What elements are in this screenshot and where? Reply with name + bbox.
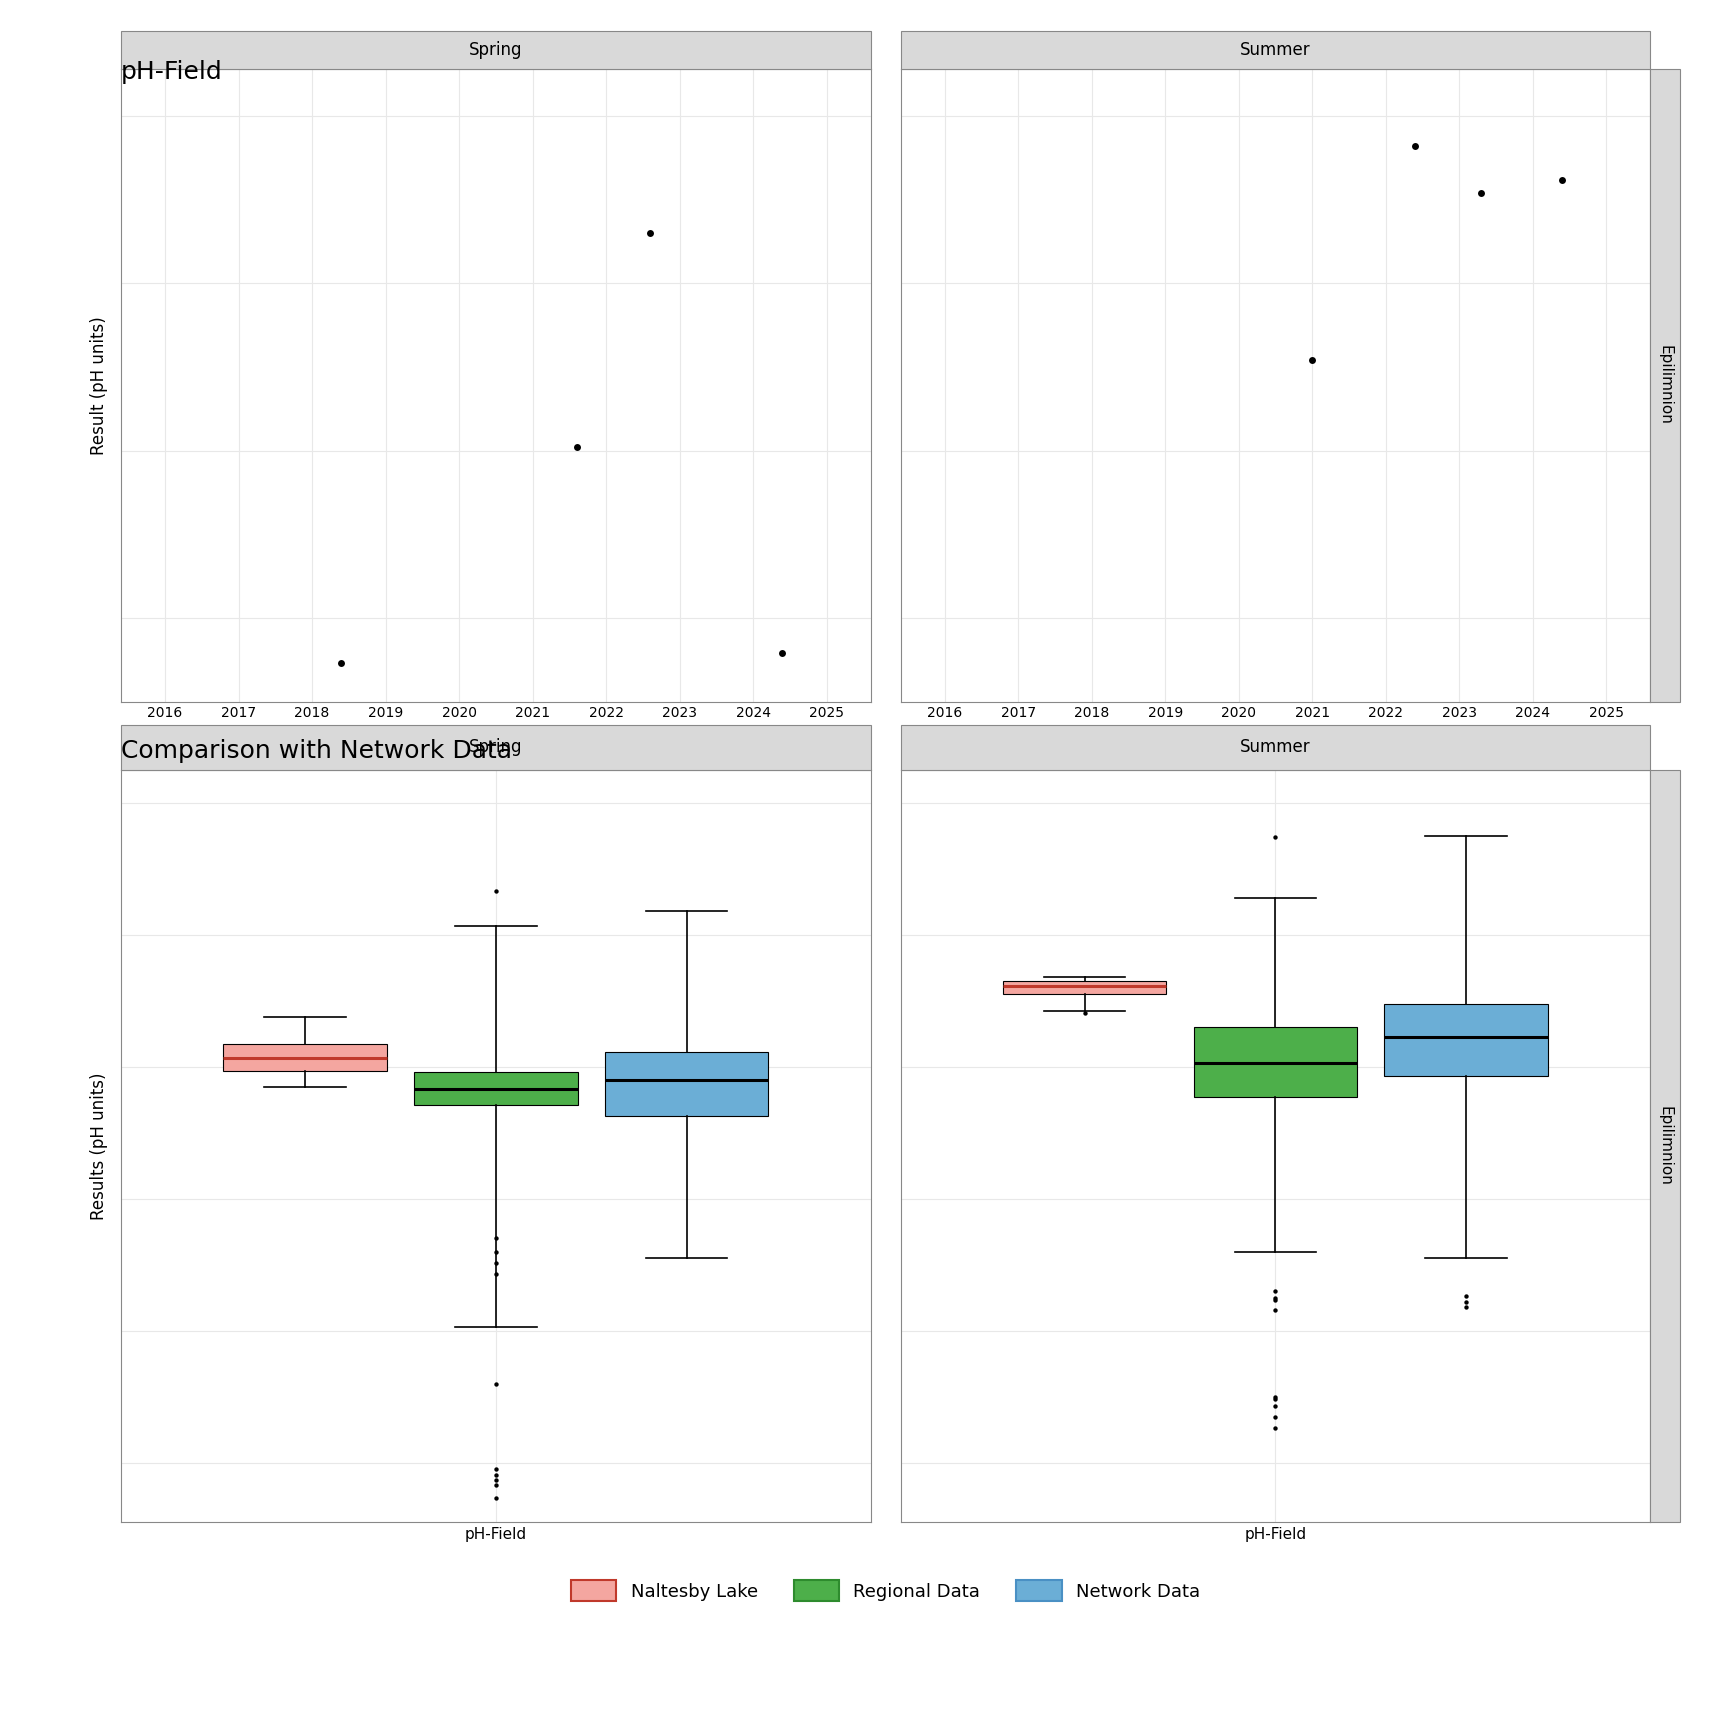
Point bbox=[1261, 1403, 1289, 1431]
Point bbox=[1071, 999, 1099, 1026]
Bar bbox=[121, 724, 871, 771]
Y-axis label: Results (pH units): Results (pH units) bbox=[90, 1073, 107, 1220]
Point bbox=[482, 878, 510, 905]
Point bbox=[563, 434, 591, 461]
Point bbox=[1261, 1415, 1289, 1443]
Text: Summer: Summer bbox=[1241, 41, 1312, 59]
Y-axis label: Result (pH units): Result (pH units) bbox=[90, 316, 107, 454]
Point bbox=[1261, 1277, 1289, 1305]
Text: Spring: Spring bbox=[468, 41, 522, 59]
Point bbox=[482, 1471, 510, 1498]
Point bbox=[1261, 824, 1289, 852]
PathPatch shape bbox=[1384, 1004, 1548, 1077]
PathPatch shape bbox=[1194, 1026, 1356, 1097]
Point bbox=[1401, 133, 1429, 161]
Point bbox=[1261, 1386, 1289, 1414]
Point bbox=[482, 1225, 510, 1253]
Bar bbox=[1650, 771, 1680, 1522]
Point bbox=[636, 219, 664, 247]
Bar bbox=[900, 31, 1650, 69]
Point bbox=[1298, 346, 1325, 373]
Point bbox=[769, 639, 797, 667]
Text: Comparison with Network Data: Comparison with Network Data bbox=[121, 740, 511, 764]
PathPatch shape bbox=[1002, 982, 1166, 994]
Point bbox=[1467, 180, 1495, 207]
Bar bbox=[121, 31, 871, 69]
Point bbox=[1548, 166, 1576, 194]
Point bbox=[482, 1484, 510, 1512]
Point bbox=[482, 1460, 510, 1488]
Bar bbox=[1650, 69, 1680, 702]
Point bbox=[1261, 1382, 1289, 1410]
Point bbox=[1453, 1293, 1481, 1320]
PathPatch shape bbox=[223, 1044, 387, 1071]
Point bbox=[1261, 1284, 1289, 1312]
Point bbox=[482, 1455, 510, 1483]
PathPatch shape bbox=[605, 1052, 769, 1116]
Text: Summer: Summer bbox=[1241, 738, 1312, 757]
Point bbox=[482, 1260, 510, 1287]
Text: pH-Field: pH-Field bbox=[121, 60, 223, 85]
Point bbox=[1453, 1287, 1481, 1315]
Point bbox=[1261, 1296, 1289, 1324]
Point bbox=[482, 1370, 510, 1398]
Point bbox=[1453, 1282, 1481, 1310]
Text: Spring: Spring bbox=[468, 738, 522, 757]
Point bbox=[482, 1465, 510, 1493]
Point bbox=[482, 1249, 510, 1277]
Text: Epilimnion: Epilimnion bbox=[1657, 346, 1673, 425]
Legend: Naltesby Lake, Regional Data, Network Data: Naltesby Lake, Regional Data, Network Da… bbox=[563, 1572, 1208, 1609]
Point bbox=[328, 650, 356, 677]
Point bbox=[1261, 1287, 1289, 1315]
Point bbox=[1261, 1393, 1289, 1420]
Text: Epilimnion: Epilimnion bbox=[1657, 1106, 1673, 1185]
Bar bbox=[900, 724, 1650, 771]
PathPatch shape bbox=[415, 1071, 577, 1106]
Point bbox=[482, 1237, 510, 1265]
